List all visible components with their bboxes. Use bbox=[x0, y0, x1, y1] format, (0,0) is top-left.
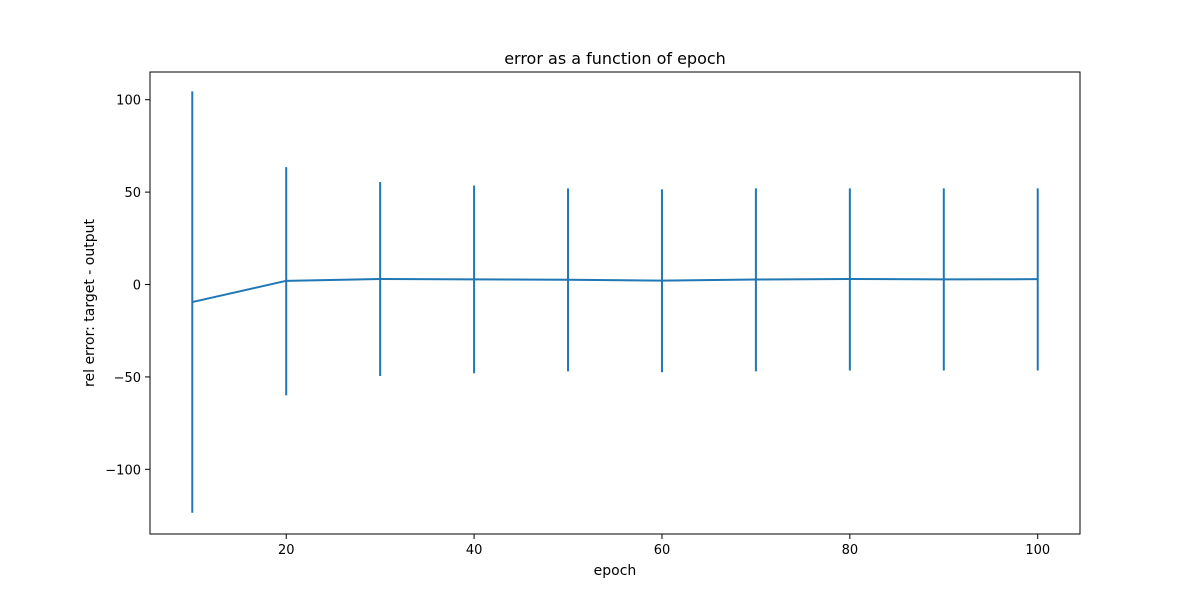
y-axis-ticks: −100 −50 0 50 100 bbox=[105, 94, 150, 478]
y-tick-label: −100 bbox=[105, 463, 141, 478]
series-lines bbox=[192, 277, 1038, 304]
series-line bbox=[192, 277, 1038, 304]
x-tick-label: 20 bbox=[278, 543, 295, 558]
x-tick-label: 80 bbox=[842, 543, 859, 558]
x-tick-label: 100 bbox=[1025, 543, 1050, 558]
error-bars bbox=[191, 91, 1039, 513]
y-tick-label: 50 bbox=[124, 186, 141, 201]
y-tick-label: 0 bbox=[133, 279, 141, 294]
plot-area bbox=[149, 71, 1081, 535]
chart-title: error as a function of epoch bbox=[504, 49, 726, 68]
y-tick-label: −50 bbox=[114, 371, 141, 386]
x-tick-label: 40 bbox=[466, 543, 483, 558]
x-axis-ticks: 20 40 60 80 100 bbox=[278, 534, 1050, 558]
x-axis-label: epoch bbox=[594, 563, 637, 579]
y-axis-label: rel error: target - output bbox=[82, 219, 98, 387]
x-tick-label: 60 bbox=[654, 543, 671, 558]
y-tick-label: 100 bbox=[116, 94, 141, 109]
